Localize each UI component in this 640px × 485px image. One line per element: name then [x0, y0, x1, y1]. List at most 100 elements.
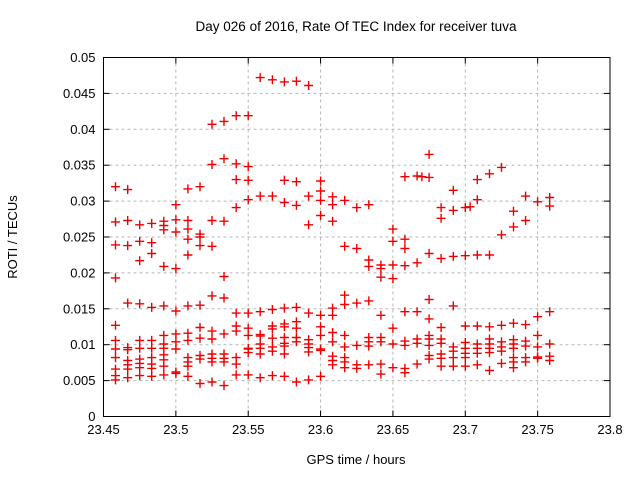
data-point-marker — [219, 381, 229, 391]
data-point-marker — [183, 216, 193, 225]
data-point-marker — [195, 354, 205, 364]
data-point-marker — [183, 301, 193, 311]
data-point-marker — [545, 201, 555, 211]
data-point-marker — [159, 301, 169, 311]
data-point-marker — [135, 343, 145, 353]
data-point-marker — [207, 241, 217, 251]
data-point-marker — [400, 244, 410, 253]
data-point-marker — [436, 338, 446, 348]
data-point-marker — [424, 295, 434, 304]
data-point-marker — [328, 337, 338, 347]
data-point-marker — [291, 200, 301, 210]
data-point-marker — [231, 203, 241, 213]
data-point-marker — [231, 359, 241, 369]
data-point-marker — [219, 272, 229, 281]
data-point-marker — [279, 341, 289, 351]
y-tick-label: 0.03 — [70, 194, 95, 209]
data-point-marker — [183, 361, 193, 371]
data-point-marker — [388, 274, 398, 284]
data-point-marker — [219, 329, 229, 339]
y-tick-label: 0 — [88, 409, 95, 424]
data-point-marker — [400, 368, 410, 378]
data-point-marker — [509, 318, 518, 328]
data-point-marker — [159, 261, 169, 271]
data-point-marker — [388, 339, 398, 349]
data-point-marker — [545, 356, 555, 365]
data-point-marker — [111, 335, 120, 345]
y-tick-label: 0.01 — [70, 337, 95, 352]
data-point-marker — [436, 203, 446, 213]
y-tick-label: 0.05 — [70, 50, 95, 65]
data-point-marker — [436, 254, 446, 263]
data-point-marker — [123, 373, 133, 383]
data-point-marker — [123, 216, 133, 225]
data-point-marker — [135, 371, 145, 381]
data-point-marker — [328, 216, 338, 226]
data-point-marker — [207, 377, 217, 387]
data-point-marker — [267, 191, 277, 201]
data-point-marker — [316, 371, 326, 381]
y-tick-label: 0.005 — [63, 373, 96, 388]
data-point-marker — [255, 373, 265, 383]
chart-title: Day 026 of 2016, Rate Of TEC Index for r… — [196, 19, 517, 34]
data-point-marker — [195, 379, 205, 388]
data-point-marker — [316, 310, 326, 320]
y-tick-label: 0.035 — [63, 158, 96, 173]
data-point-marker — [279, 303, 289, 313]
data-point-marker — [460, 203, 470, 213]
y-tick-label: 0.04 — [70, 122, 95, 137]
data-point-marker — [460, 361, 470, 371]
data-point-marker — [243, 162, 253, 172]
data-point-marker — [436, 323, 446, 332]
data-point-marker — [412, 258, 422, 268]
data-point-marker — [291, 323, 301, 333]
data-point-marker — [460, 353, 470, 363]
data-point-marker — [219, 216, 229, 226]
data-point-marker — [123, 185, 133, 195]
data-point-marker — [497, 358, 506, 368]
data-point-marker — [255, 307, 265, 317]
data-point-marker — [448, 353, 458, 363]
data-point-marker — [243, 175, 253, 185]
data-point-marker — [412, 307, 422, 317]
data-point-marker — [135, 220, 145, 230]
data-point-marker — [465, 202, 475, 212]
data-point-marker — [509, 206, 518, 216]
data-point-marker — [135, 236, 145, 246]
data-point-marker — [424, 314, 434, 324]
data-point-marker — [376, 310, 386, 320]
data-point-marker — [111, 240, 120, 250]
data-point-marker — [207, 160, 217, 169]
y-tick-label: 0.025 — [63, 230, 96, 245]
data-point-marker — [352, 363, 362, 373]
data-point-marker — [147, 218, 157, 228]
data-point-marker — [533, 312, 543, 322]
data-point-marker — [352, 203, 362, 213]
data-point-marker — [328, 328, 338, 337]
data-point-marker — [424, 340, 434, 350]
data-point-marker — [291, 76, 301, 86]
data-point-marker — [316, 186, 326, 196]
data-point-marker — [497, 230, 506, 240]
data-point-marker — [279, 322, 289, 332]
data-point-marker — [364, 360, 374, 370]
data-point-marker — [255, 191, 265, 201]
data-point-marker — [279, 198, 289, 207]
data-point-marker — [147, 335, 157, 345]
data-point-marker — [376, 369, 386, 379]
data-point-marker — [509, 363, 518, 373]
data-point-marker — [195, 182, 205, 192]
data-point-marker — [111, 182, 120, 192]
data-point-marker — [111, 273, 120, 283]
data-point-marker — [171, 329, 181, 339]
data-point-marker — [279, 371, 289, 381]
data-point-marker — [183, 335, 193, 345]
data-point-marker — [316, 211, 326, 220]
data-point-marker — [171, 264, 181, 274]
data-point-marker — [304, 220, 314, 230]
data-point-marker — [183, 371, 193, 381]
data-point-marker — [304, 375, 314, 385]
data-point-marker — [400, 172, 410, 182]
